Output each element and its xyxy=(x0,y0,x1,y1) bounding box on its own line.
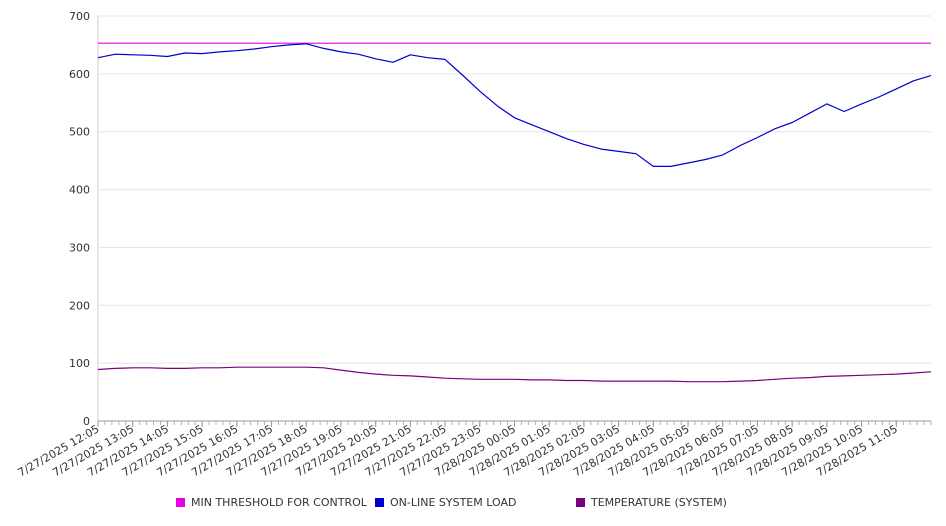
y-tick-label: 700 xyxy=(69,10,90,23)
series-line-2 xyxy=(97,366,932,383)
y-tick-label: 0 xyxy=(83,415,90,428)
legend-swatch-system-load xyxy=(375,498,384,507)
legend-swatch-threshold xyxy=(176,498,185,507)
legend-item-threshold[interactable]: MIN THRESHOLD FOR CONTROL xyxy=(176,496,367,509)
legend-label-temperature: TEMPERATURE (SYSTEM) xyxy=(591,496,727,509)
legend-swatch-temperature xyxy=(576,498,585,507)
legend-item-system-load[interactable]: ON-LINE SYSTEM LOAD xyxy=(375,496,516,509)
x-axis-ticks: 7/27/2025 12:057/27/2025 13:057/27/2025 … xyxy=(16,421,932,479)
grid-lines xyxy=(98,15,931,364)
series-lines xyxy=(97,42,932,383)
legend: MIN THRESHOLD FOR CONTROL ON-LINE SYSTEM… xyxy=(0,496,946,516)
legend-label-threshold: MIN THRESHOLD FOR CONTROL xyxy=(191,496,367,509)
y-tick-label: 200 xyxy=(69,299,90,312)
legend-item-temperature[interactable]: TEMPERATURE (SYSTEM) xyxy=(576,496,727,509)
y-tick-label: 400 xyxy=(69,184,90,197)
axes xyxy=(97,16,931,422)
y-tick-label: 500 xyxy=(69,126,90,139)
series-line-1 xyxy=(97,43,932,167)
legend-label-system-load: ON-LINE SYSTEM LOAD xyxy=(390,496,517,509)
y-tick-label: 300 xyxy=(69,241,90,254)
y-tick-label: 600 xyxy=(69,68,90,81)
y-tick-label: 100 xyxy=(69,357,90,370)
y-axis-ticks: 0 100 200 300 400 500 600 700 xyxy=(69,10,90,428)
